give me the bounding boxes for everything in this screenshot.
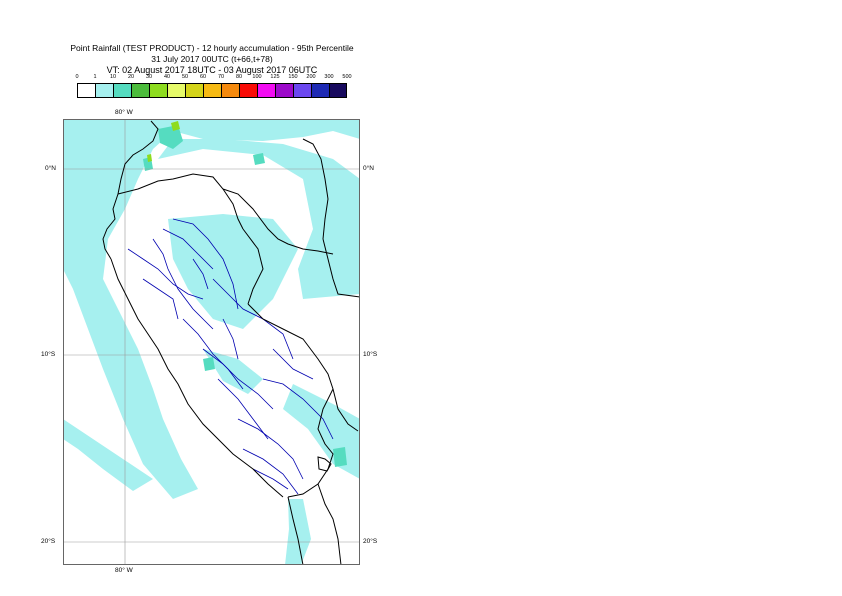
legend-swatch <box>77 83 95 98</box>
title-line-2: 31 July 2017 00UTC (t+66,t+78) <box>151 54 273 64</box>
legend-swatch <box>203 83 221 98</box>
title-line-3: VT: 02 August 2017 18UTC - 03 August 201… <box>106 65 318 75</box>
legend-swatch <box>221 83 239 98</box>
graticule <box>63 119 360 565</box>
legend-label: 40 <box>163 74 171 80</box>
legend-label: 1 <box>93 74 97 80</box>
legend-label: 30 <box>145 74 153 80</box>
rain-shading-heavy <box>147 121 180 162</box>
legend-swatch <box>95 83 113 98</box>
color-legend: 0 1 10 20 30 40 50 60 70 80 100 125 150 200 300 500 <box>75 74 352 104</box>
legend-label: 80 <box>235 74 243 80</box>
lon-label-top: 80° W <box>115 109 133 116</box>
region-borders <box>127 218 334 495</box>
lat-label-right-20: 20°S <box>363 538 378 545</box>
rainfall-map <box>63 119 360 565</box>
title-line-1: Point Rainfall (TEST PRODUCT) - 12 hourl… <box>70 43 354 53</box>
legend-swatch <box>239 83 257 98</box>
country-borders <box>102 120 360 565</box>
lat-label-left-10: 10°S <box>41 351 56 358</box>
legend-swatch <box>257 83 275 98</box>
lat-label-left-0: 0°N <box>45 165 56 172</box>
legend-swatch <box>275 83 293 98</box>
legend-label: 200 <box>306 74 316 80</box>
legend-label: 50 <box>181 74 189 80</box>
legend-label: 300 <box>324 74 334 80</box>
lat-label-left-20: 20°S <box>41 538 56 545</box>
legend-swatch <box>167 83 185 98</box>
legend-label: 150 <box>288 74 298 80</box>
legend-label: 0 <box>75 74 79 80</box>
legend-label: 70 <box>217 74 225 80</box>
legend-swatch <box>293 83 311 98</box>
legend-label: 10 <box>109 74 117 80</box>
lon-label-bottom: 80° W <box>115 567 133 574</box>
legend-swatch <box>131 83 149 98</box>
legend-label: 100 <box>252 74 262 80</box>
lat-label-right-0: 0°N <box>363 165 374 172</box>
legend-swatch <box>185 83 203 98</box>
legend-label: 125 <box>270 74 280 80</box>
rain-shading-light <box>63 119 360 565</box>
legend-swatch <box>113 83 131 98</box>
lat-label-right-10: 10°S <box>363 351 378 358</box>
legend-label: 20 <box>127 74 135 80</box>
legend-swatch <box>311 83 329 98</box>
legend-swatch <box>149 83 167 98</box>
legend-label: 60 <box>199 74 207 80</box>
legend-label: 500 <box>342 74 352 80</box>
legend-swatch <box>329 83 347 98</box>
